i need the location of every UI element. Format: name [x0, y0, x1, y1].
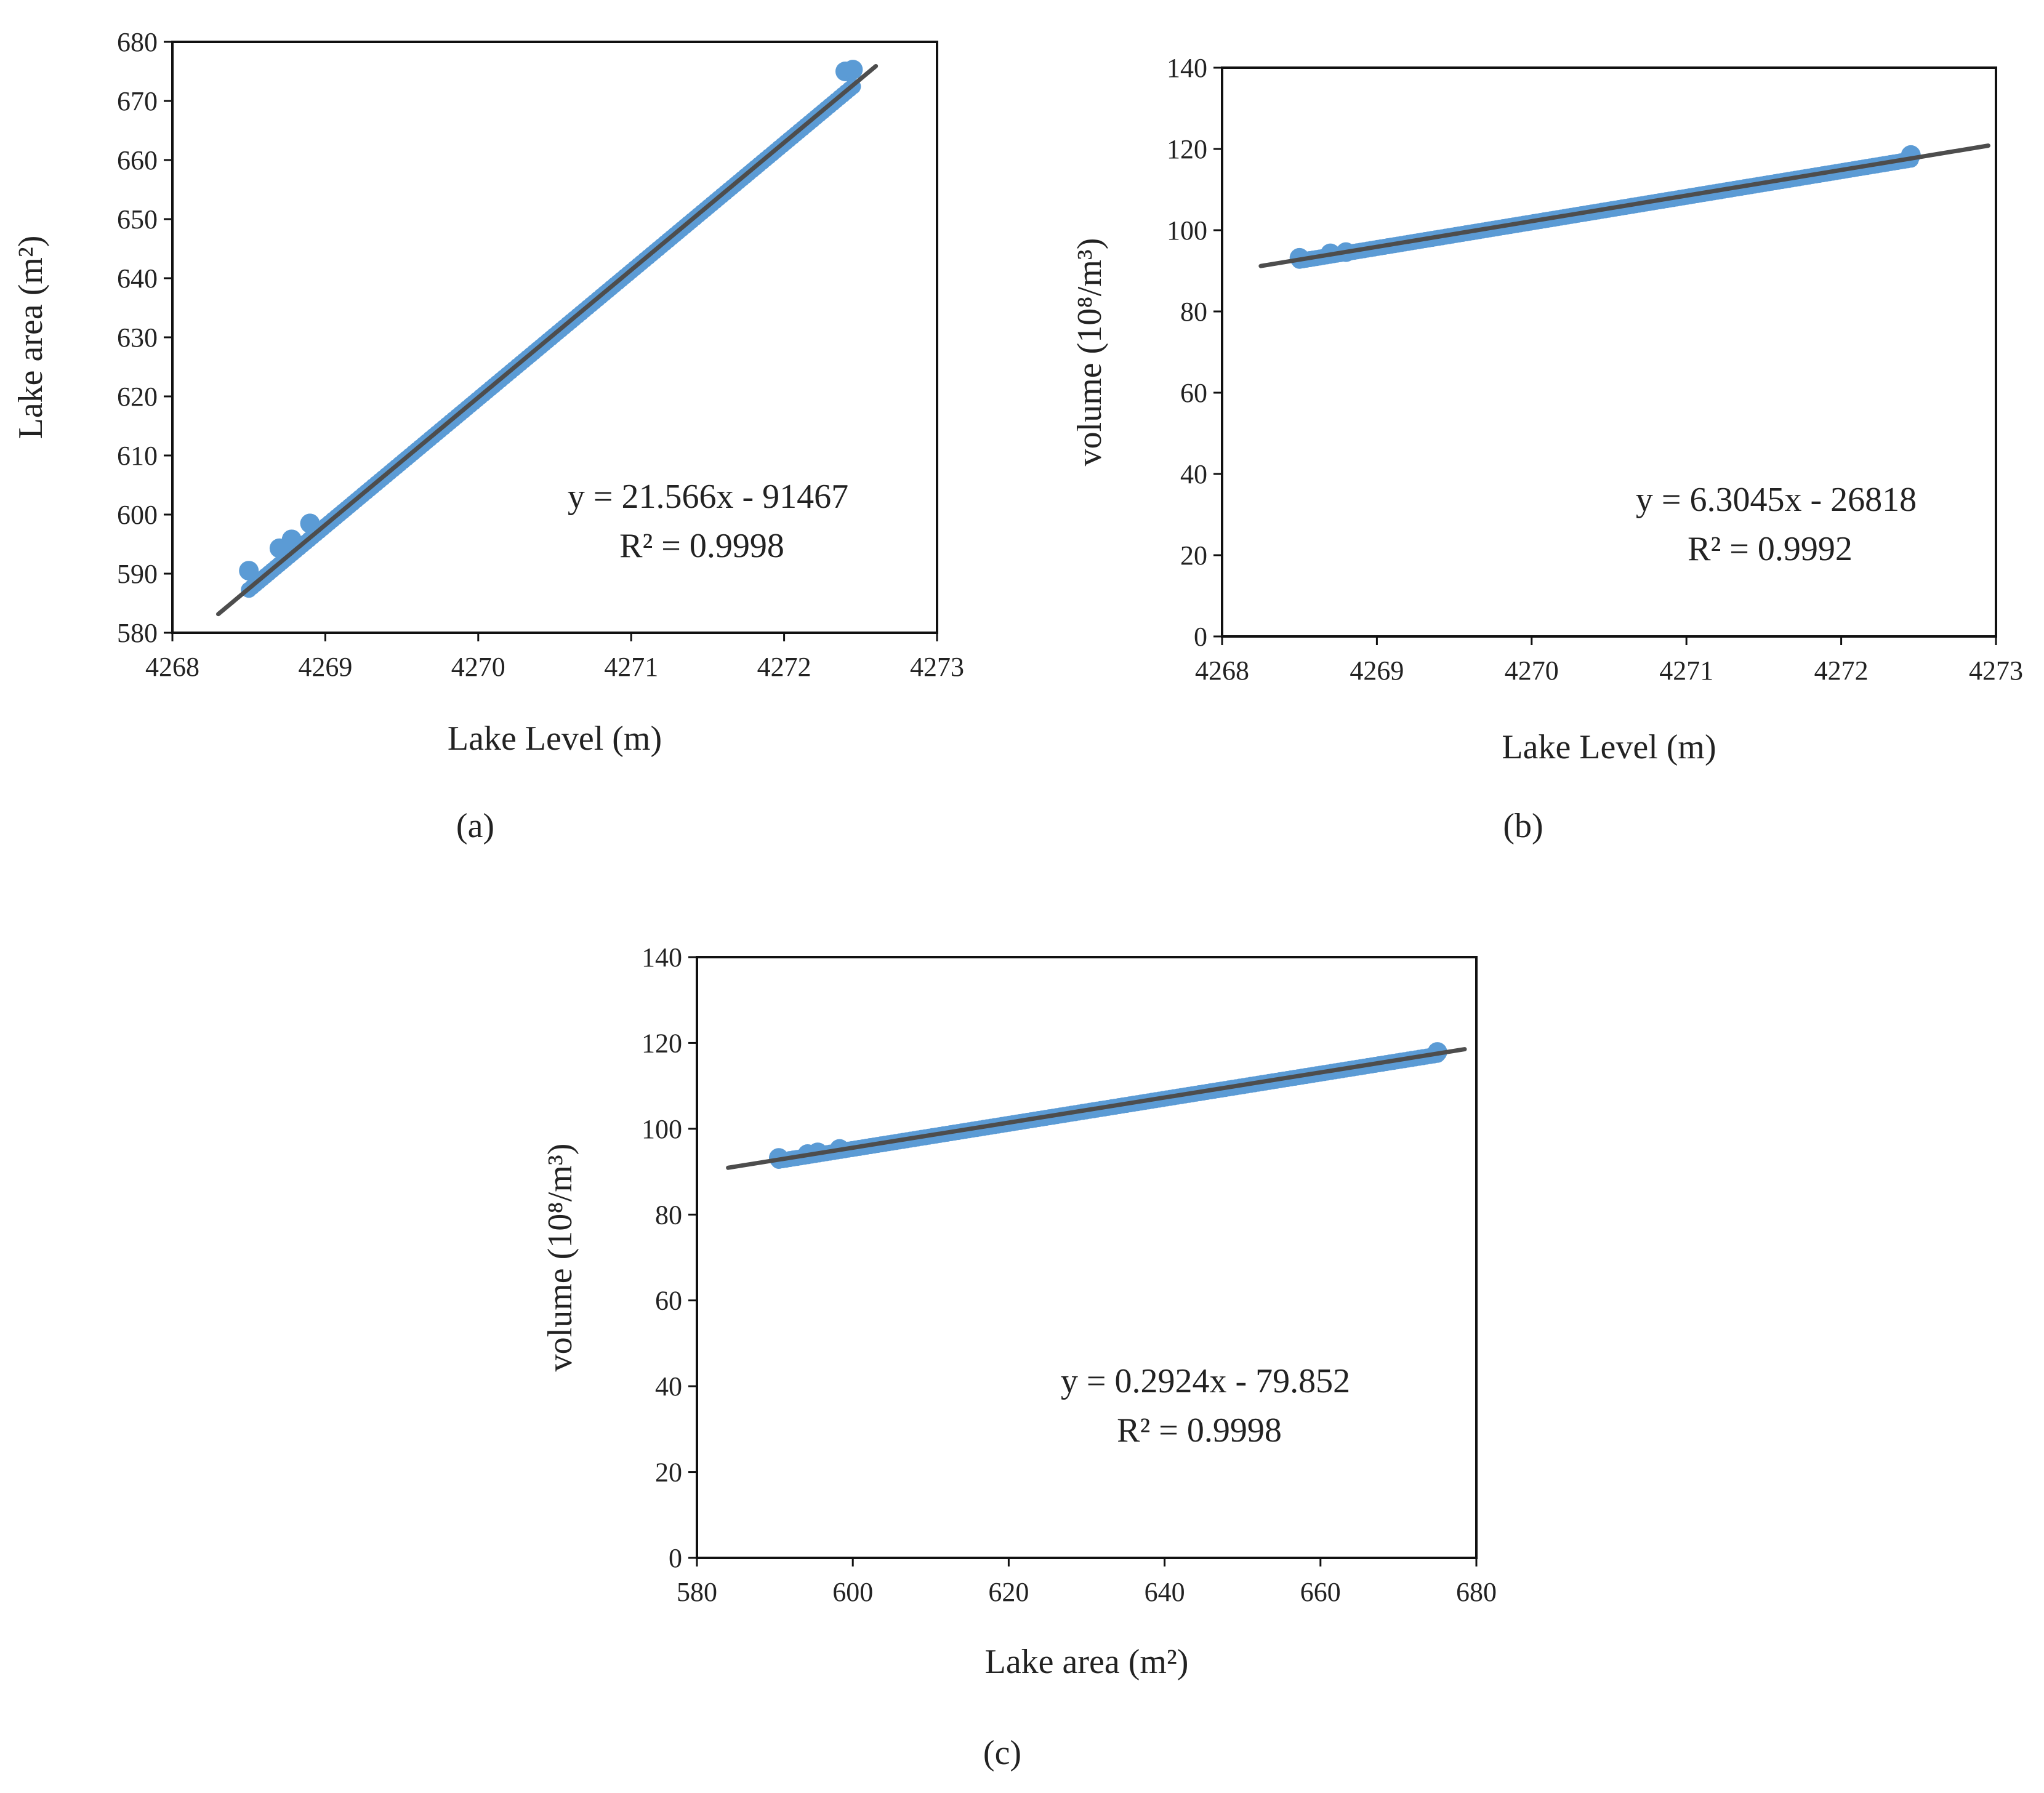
- x-axis-label: Lake Level (m): [448, 720, 662, 758]
- y-tick-label: 620: [117, 382, 158, 412]
- x-tick-label: 680: [1456, 1577, 1497, 1607]
- r-squared: R² = 0.9992: [1688, 530, 1853, 568]
- y-tick-label: 140: [1167, 53, 1207, 83]
- x-tick-label: 580: [677, 1577, 717, 1607]
- y-tick-label: 640: [117, 263, 158, 294]
- y-tick-label: 80: [655, 1200, 682, 1230]
- y-tick-label: 610: [117, 441, 158, 471]
- y-tick-label: 40: [1180, 459, 1207, 489]
- y-tick-label: 40: [655, 1371, 682, 1402]
- trendline-equation: y = 6.3045x - 26818: [1636, 481, 1917, 519]
- data-point: [300, 513, 320, 534]
- y-tick-label: 600: [117, 500, 158, 530]
- x-tick-label: 600: [832, 1577, 873, 1607]
- x-axis-label: Lake area (m²): [985, 1643, 1189, 1681]
- r-squared: R² = 0.9998: [1117, 1411, 1282, 1450]
- y-axis-label: Lake area (m²): [12, 236, 50, 439]
- x-tick-label: 4272: [1814, 656, 1869, 686]
- y-tick-label: 580: [117, 618, 158, 648]
- y-tick-label: 60: [655, 1286, 682, 1316]
- chart-panel-a: 580 590 600 610 620 630 640 650 660 670 680 4268 426…: [12, 27, 964, 845]
- x-tick-label: 620: [988, 1577, 1029, 1607]
- x-tick-label: 4271: [604, 652, 658, 682]
- y-tick-label: 140: [642, 942, 682, 973]
- y-tick-label: 590: [117, 559, 158, 589]
- x-tick-label: 640: [1145, 1577, 1185, 1607]
- r-squared: R² = 0.9998: [619, 527, 784, 565]
- y-tick-label: 660: [117, 145, 158, 175]
- trendline: [726, 1047, 1467, 1170]
- x-tick-label: 4269: [298, 652, 352, 682]
- panel-label: (b): [1503, 807, 1543, 845]
- y-tick-label: 680: [117, 27, 158, 57]
- chart-panel-c: 0 20 40 60 80 100 120 140 580 600 620 640 660 680 y = …: [541, 942, 1497, 1772]
- y-tick-label: 60: [1180, 378, 1207, 408]
- y-tick-label: 630: [117, 323, 158, 353]
- y-tick-label: 650: [117, 204, 158, 235]
- data-point: [239, 561, 259, 581]
- x-tick-label: 4273: [910, 652, 964, 682]
- y-axis-label: volume (10⁸/m³): [1071, 238, 1109, 467]
- y-tick-label: 0: [669, 1543, 682, 1573]
- y-tick-label: 120: [1167, 134, 1207, 164]
- x-tick-label: 4269: [1350, 656, 1404, 686]
- data-point: [281, 529, 302, 550]
- plot-frame: [696, 956, 1478, 1559]
- y-tick-label: 100: [1167, 215, 1207, 246]
- plot-frame: [1221, 66, 1997, 638]
- chart-panel-b: 0 20 40 60 80 100 120 140 4268 4269 4270 4271 4272 42…: [1071, 53, 2023, 845]
- x-tick-label: 4273: [1969, 656, 2023, 686]
- y-tick-label: 0: [1194, 622, 1207, 652]
- trendline-equation: y = 21.566x - 91467: [568, 478, 848, 516]
- x-tick-label: 4272: [757, 652, 811, 682]
- data-point: [843, 60, 863, 80]
- x-tick-label: 4270: [451, 652, 505, 682]
- trendline: [1258, 143, 1990, 268]
- trendline: [216, 63, 879, 617]
- y-tick-label: 20: [1180, 540, 1207, 571]
- y-tick-label: 20: [655, 1458, 682, 1488]
- y-tick-label: 80: [1180, 297, 1207, 327]
- y-tick-label: 100: [642, 1114, 682, 1144]
- x-tick-label: 4270: [1505, 656, 1559, 686]
- x-axis-label: Lake Level (m): [1502, 728, 1716, 766]
- data-point: [1901, 145, 1921, 165]
- y-axis-label: volume (10⁸/m³): [541, 1144, 579, 1372]
- x-tick-label: 4268: [1195, 656, 1249, 686]
- y-tick-label: 120: [642, 1028, 682, 1058]
- panel-label: (a): [456, 807, 494, 845]
- y-tick-label: 670: [117, 86, 158, 116]
- x-tick-label: 4271: [1659, 656, 1713, 686]
- x-tick-label: 660: [1300, 1577, 1341, 1607]
- panel-label: (c): [983, 1734, 1021, 1772]
- x-tick-label: 4268: [145, 652, 199, 682]
- trendline-equation: y = 0.2924x - 79.852: [1061, 1362, 1350, 1400]
